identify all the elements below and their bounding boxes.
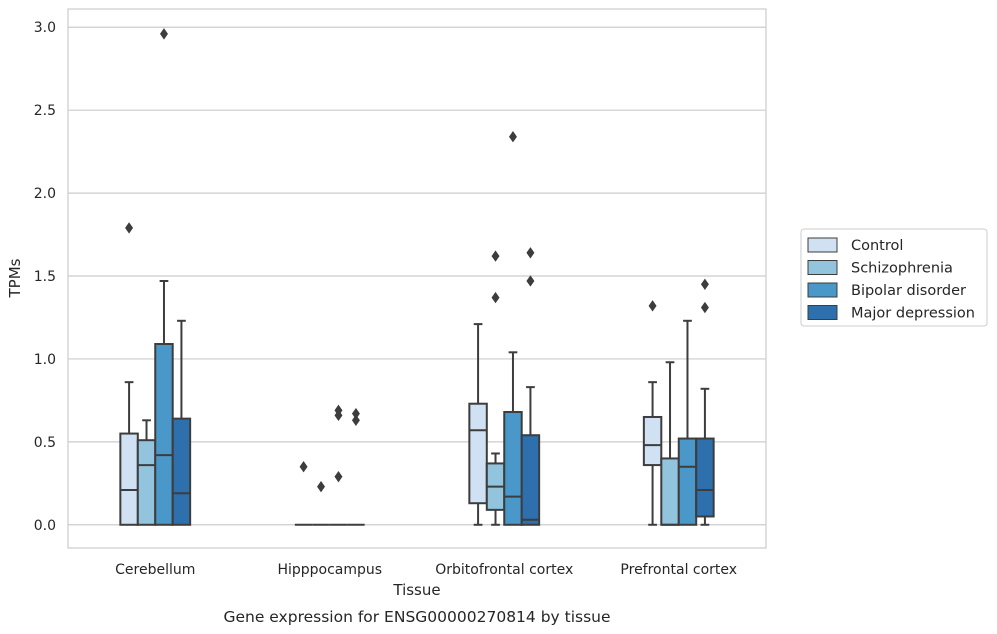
box-1-1 bbox=[312, 480, 330, 526]
box-3-0 bbox=[171, 319, 192, 526]
box-2-1 bbox=[329, 404, 348, 526]
y-tick-label: 2.5 bbox=[34, 103, 56, 119]
box-body bbox=[119, 432, 139, 526]
box-body bbox=[136, 439, 157, 526]
box-2-3 bbox=[677, 319, 698, 526]
legend-swatch bbox=[807, 260, 838, 275]
y-tick-label: 3.0 bbox=[34, 20, 56, 36]
outlier-point bbox=[700, 278, 709, 291]
outlier-point bbox=[526, 247, 535, 259]
outlier-point bbox=[508, 131, 517, 143]
box-body bbox=[503, 411, 523, 526]
x-tick-label: Hipppocampus bbox=[277, 562, 382, 578]
box-groups bbox=[119, 28, 715, 526]
box-body bbox=[154, 343, 174, 526]
y-axis-ticks: 0.0 0.5 1.0 1.5 2.0 2.5 3.0 bbox=[34, 20, 56, 534]
outlier-point bbox=[125, 222, 134, 234]
y-tick-label: 1.5 bbox=[34, 269, 56, 285]
box-1-2 bbox=[485, 250, 506, 526]
box-body bbox=[468, 402, 488, 505]
box-0-3 bbox=[642, 300, 663, 526]
box-2-2 bbox=[503, 131, 523, 526]
outlier-point bbox=[648, 300, 657, 312]
box-3-1 bbox=[347, 407, 365, 526]
box-0-0 bbox=[119, 222, 139, 526]
outlier-point bbox=[159, 28, 168, 40]
legend-label: Bipolar disorder bbox=[851, 283, 966, 299]
outlier-point bbox=[700, 301, 709, 314]
x-axis-ticks: Cerebellum Hipppocampus Orbitofrontal cort… bbox=[115, 562, 737, 578]
box-3-3 bbox=[695, 278, 715, 526]
legend-label: Control bbox=[851, 238, 903, 254]
y-tick-label: 1.0 bbox=[34, 352, 56, 368]
box-body bbox=[520, 434, 541, 526]
box-0-2 bbox=[468, 323, 488, 526]
legend-frame bbox=[800, 228, 988, 327]
y-tick-label: 0.0 bbox=[34, 518, 56, 534]
y-tick-label: 0.5 bbox=[34, 435, 56, 451]
box-body bbox=[677, 437, 698, 526]
legend-swatch bbox=[807, 282, 838, 298]
outlier-point bbox=[299, 461, 308, 473]
plot-area bbox=[67, 8, 767, 549]
y-tick-label: 2.0 bbox=[34, 186, 56, 202]
outlier-point bbox=[334, 404, 343, 417]
outlier-point bbox=[491, 250, 500, 262]
box-body bbox=[642, 415, 663, 467]
legend-swatch bbox=[807, 237, 838, 253]
x-tick-label: Prefrontal cortex bbox=[620, 562, 737, 578]
outlier-point bbox=[491, 291, 500, 304]
legend: Control Schizophrenia Bipolar disorder Majo… bbox=[800, 228, 988, 327]
box-body bbox=[695, 437, 715, 518]
legend-swatch bbox=[807, 305, 838, 320]
legend-label: Major depression bbox=[851, 306, 975, 322]
legend-label: Schizophrenia bbox=[851, 261, 953, 277]
outlier-point bbox=[526, 275, 535, 287]
x-tick-label: Cerebellum bbox=[115, 562, 195, 578]
box-body bbox=[171, 417, 192, 526]
x-tick-label: Orbitofrontal cortex bbox=[435, 562, 573, 578]
y-axis-title: TPMs bbox=[6, 258, 24, 298]
outlier-point bbox=[351, 407, 360, 420]
box-1-0 bbox=[136, 419, 157, 526]
outlier-point bbox=[351, 414, 360, 426]
outlier-point bbox=[334, 470, 343, 483]
box-1-3 bbox=[660, 361, 680, 526]
box-body bbox=[660, 457, 680, 526]
figure-caption: Gene expression for ENSG00000270814 by t… bbox=[223, 608, 610, 626]
outlier-point bbox=[317, 480, 326, 493]
x-axis-title: Tissue bbox=[392, 581, 440, 599]
box-2-0 bbox=[154, 28, 174, 526]
box-3-2 bbox=[520, 247, 541, 526]
box-0-1 bbox=[294, 461, 313, 526]
